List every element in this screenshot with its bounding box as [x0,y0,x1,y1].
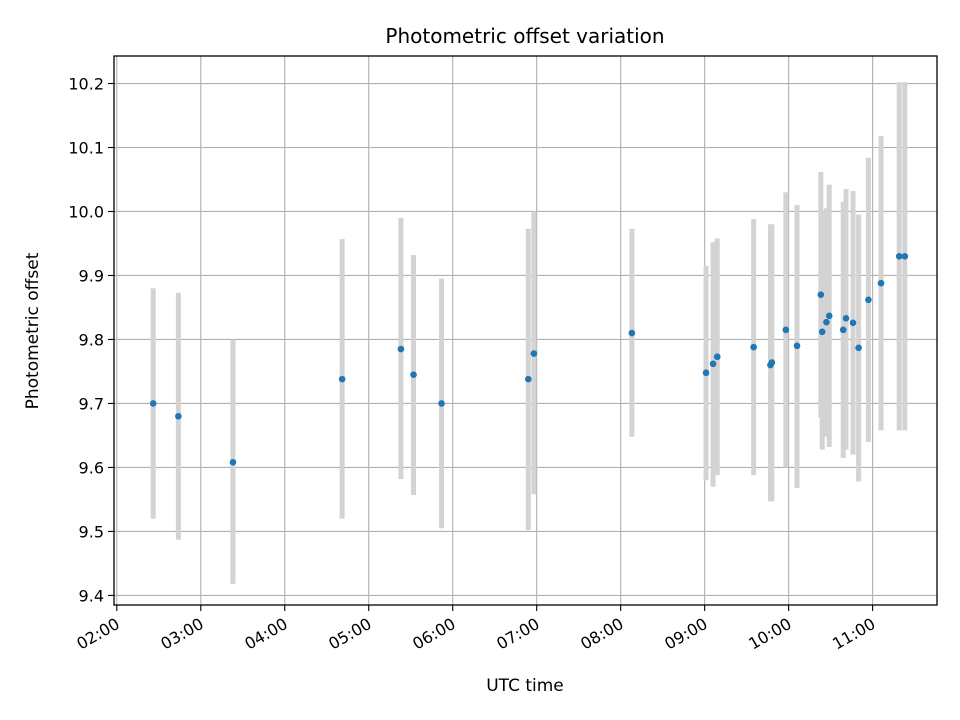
error-bars [153,82,905,584]
x-tick-label: 02:00 [73,614,122,654]
y-tick-label: 9.9 [79,266,104,285]
x-tick-label: 06:00 [409,614,458,654]
y-axis-label: Photometric offset [23,252,43,409]
data-point [339,376,346,383]
data-point [826,312,833,319]
data-point [438,400,445,407]
y-tick-label: 10.0 [68,202,104,221]
y-tick-label: 9.7 [79,394,104,413]
data-point [714,353,721,360]
data-point [865,296,872,303]
y-tick-label: 9.4 [79,586,104,605]
x-tick-label: 03:00 [157,614,206,654]
x-tick-label: 11:00 [829,614,878,654]
data-point [750,344,757,351]
data-point [840,327,847,334]
grid [114,56,937,605]
x-axis-ticks: 02:00 03:00 04:00 05:00 06:00 07:00 08:00 09:00… [73,605,878,654]
data-point [629,330,636,337]
x-tick-label: 04:00 [241,614,290,654]
data-point [902,253,909,260]
data-point [878,280,885,287]
data-point [710,360,717,367]
x-tick-label: 08:00 [577,614,626,654]
x-tick-label: 07:00 [493,614,542,654]
y-axis-ticks: 9.4 9.5 9.6 9.7 9.8 9.9 10.0 10.1 10.2 [68,75,114,606]
data-point [783,327,790,334]
x-axis-label: UTC time [486,676,564,696]
data-point [850,320,857,327]
data-point [230,459,237,466]
data-point [843,315,850,322]
x-tick-label: 10:00 [745,614,794,654]
data-point [823,319,830,326]
data-point [855,344,862,351]
data-point [175,413,182,420]
data-point [769,359,776,366]
plot-frame [114,56,937,605]
data-point [531,350,538,357]
data-point [398,346,405,353]
chart-title: Photometric offset variation [385,24,664,48]
data-point [150,400,157,407]
data-point [794,343,801,350]
y-tick-label: 9.6 [79,458,104,477]
y-tick-label: 10.1 [68,139,104,158]
y-tick-label: 9.8 [79,330,104,349]
y-tick-label: 10.2 [68,75,104,94]
data-point [525,376,532,383]
y-tick-label: 9.5 [79,522,104,541]
data-point [818,291,825,298]
x-tick-label: 05:00 [325,614,374,654]
data-point [819,328,826,335]
data-point [703,369,710,376]
x-tick-label: 09:00 [661,614,710,654]
data-point [410,371,417,378]
